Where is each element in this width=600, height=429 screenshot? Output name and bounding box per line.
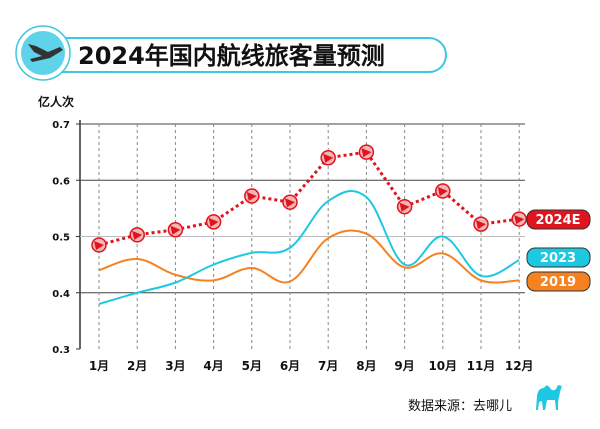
x-tick-label: 9月 bbox=[394, 359, 414, 373]
data-point-marker bbox=[282, 194, 298, 210]
x-tick-label: 4月 bbox=[203, 359, 223, 373]
x-tick-label: 5月 bbox=[242, 359, 262, 373]
y-tick-label: 0.5 bbox=[52, 233, 70, 244]
airplane-icon bbox=[132, 230, 143, 240]
y-tick-label: 0.7 bbox=[52, 120, 70, 131]
legend-badge bbox=[526, 209, 591, 230]
y-tick-label: 0.3 bbox=[52, 345, 70, 356]
series-line-2019 bbox=[98, 229, 520, 284]
data-point-marker bbox=[511, 211, 527, 227]
legend-label: 2024E bbox=[535, 213, 580, 228]
airplane-icon bbox=[476, 220, 486, 230]
x-tick-label: 6月 bbox=[280, 359, 300, 373]
data-point-marker bbox=[473, 216, 489, 232]
airplane-icon bbox=[28, 44, 63, 62]
chart-title: 2024年国内航线旅客量预测 bbox=[78, 42, 385, 70]
legend-badge bbox=[526, 247, 591, 268]
data-point-marker bbox=[320, 150, 336, 166]
source-note: 数据来源：去哪儿 bbox=[408, 399, 512, 414]
data-point-marker bbox=[435, 183, 451, 199]
x-tick-label: 3月 bbox=[165, 359, 185, 373]
airplane-icon bbox=[285, 198, 295, 208]
airplane-icon bbox=[437, 186, 448, 196]
x-tick-label: 8月 bbox=[356, 359, 376, 373]
legend-label: 2019 bbox=[540, 275, 576, 290]
airplane-icon bbox=[399, 202, 410, 212]
x-tick-label: 12月 bbox=[505, 359, 534, 373]
data-point-marker bbox=[205, 214, 222, 230]
x-tick-label: 7月 bbox=[318, 359, 338, 373]
data-point-marker bbox=[358, 144, 375, 160]
legend-item-2019: 2019 bbox=[526, 271, 591, 292]
y-tick-label: 0.6 bbox=[52, 176, 70, 187]
x-tick-label: 10月 bbox=[428, 359, 457, 373]
airplane-icon bbox=[170, 225, 181, 235]
legend-badge bbox=[526, 271, 591, 292]
airplane-icon bbox=[94, 240, 104, 250]
series-line-2024E bbox=[98, 150, 520, 247]
airplane-icon bbox=[514, 215, 525, 225]
legend-item-2024E: 2024E bbox=[526, 209, 591, 230]
y-axis-label: 亿人次 bbox=[38, 94, 74, 109]
data-point-marker bbox=[91, 237, 107, 253]
airplane-icon bbox=[208, 217, 219, 227]
airplane-icon bbox=[361, 148, 372, 158]
series-line-2023 bbox=[98, 189, 520, 305]
x-tick-label: 2月 bbox=[127, 359, 147, 373]
title-banner: 2024年国内航线旅客量预测 bbox=[15, 25, 447, 81]
x-tick-label: 1月 bbox=[89, 359, 109, 373]
data-point-marker bbox=[396, 198, 413, 215]
data-point-marker bbox=[167, 222, 184, 238]
y-tick-label: 0.4 bbox=[52, 289, 70, 300]
data-point-marker bbox=[244, 188, 260, 204]
data-point-marker bbox=[129, 227, 145, 243]
airplane-icon bbox=[246, 192, 257, 201]
camel-icon bbox=[536, 385, 562, 410]
airplane-icon bbox=[323, 153, 334, 163]
legend-label: 2023 bbox=[540, 251, 576, 266]
x-tick-label: 11月 bbox=[467, 359, 496, 373]
legend-item-2023: 2023 bbox=[526, 247, 591, 268]
